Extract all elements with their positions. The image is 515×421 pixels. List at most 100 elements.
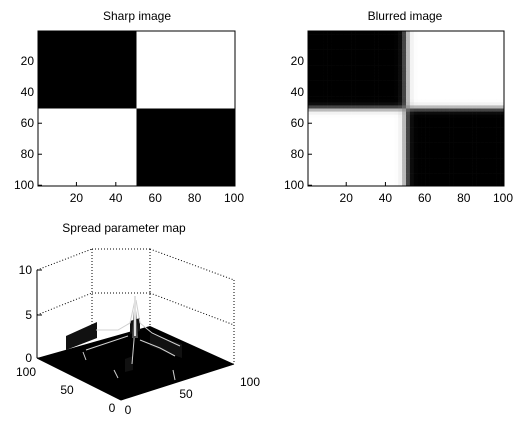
blurred-image-cell bbox=[355, 151, 360, 156]
blurred-image-cell bbox=[398, 142, 403, 146]
blurred-image-cell bbox=[374, 89, 379, 94]
blurred-image-cell bbox=[472, 173, 477, 177]
blurred-image-cell bbox=[472, 65, 477, 69]
blurred-image-cell bbox=[421, 151, 426, 156]
blurred-image-cell bbox=[460, 77, 466, 81]
blurred-image-cell bbox=[402, 62, 407, 66]
blurred-image-cell bbox=[480, 145, 485, 150]
blurred-image-cell bbox=[417, 31, 422, 35]
blurred-image-cell bbox=[323, 65, 328, 69]
blurred-image-cell bbox=[308, 40, 313, 44]
blurred-image-cell bbox=[378, 136, 383, 140]
blurred-image-cell bbox=[386, 34, 391, 38]
blurred-image-cell bbox=[315, 167, 321, 171]
blurred-image-cell bbox=[378, 114, 383, 119]
blurred-image-cell bbox=[409, 148, 415, 153]
blurred-image-cell bbox=[409, 130, 415, 134]
blurred-image-cell bbox=[421, 65, 426, 69]
blurred-image-cell bbox=[425, 77, 430, 81]
blurred-image-cell bbox=[402, 145, 407, 150]
blurred-image-cell bbox=[386, 127, 391, 131]
blurred-image-cell bbox=[358, 139, 364, 143]
blurred-image-cell bbox=[319, 179, 324, 184]
blurred-image-cell bbox=[358, 55, 364, 60]
blurred-image-cell bbox=[386, 164, 391, 168]
blurred-image-cell bbox=[429, 170, 434, 174]
blurred-image-cell bbox=[413, 65, 419, 69]
blurred-image-cell bbox=[433, 62, 438, 66]
blurred-image-cell bbox=[378, 164, 383, 168]
blurred-image-cell bbox=[308, 99, 313, 103]
blurred-image-cell bbox=[358, 93, 364, 97]
blurred-image-cell bbox=[398, 124, 403, 128]
blurred-image-cell bbox=[496, 102, 501, 106]
blurred-image-cell bbox=[402, 167, 407, 171]
blurred-image-cell bbox=[484, 55, 489, 60]
blurred-image-cell bbox=[347, 182, 352, 187]
blurred-image-cell bbox=[386, 96, 391, 100]
blurred-image-cell bbox=[456, 86, 462, 91]
blurred-image-cell bbox=[468, 173, 473, 177]
blurred-image-cell bbox=[382, 114, 387, 119]
blurred-image-cell bbox=[374, 142, 379, 146]
blurred-image-cell bbox=[417, 182, 422, 187]
blurred-image-cell bbox=[472, 182, 477, 187]
blurred-image-cell bbox=[406, 80, 411, 84]
blurred-image-cell bbox=[464, 55, 470, 60]
blurred-image-cell bbox=[374, 161, 379, 165]
blurred-image-cell bbox=[472, 151, 477, 156]
blurred-image-cell bbox=[417, 133, 422, 137]
blurred-image-cell bbox=[347, 105, 352, 109]
blurred-image-cell bbox=[468, 46, 473, 50]
blurred-image-cell bbox=[472, 43, 477, 47]
blurred-image-cell bbox=[339, 108, 344, 112]
blurred-image-cell bbox=[492, 40, 497, 44]
blurred-image-cell bbox=[327, 105, 332, 109]
blurred-image-cell bbox=[319, 55, 324, 60]
blurred-image-cell bbox=[488, 136, 493, 140]
blurred-image-cell bbox=[331, 155, 336, 159]
blurred-image-cell bbox=[362, 83, 368, 88]
blurred-image-cell bbox=[308, 151, 313, 156]
blurred-image-cell bbox=[308, 114, 313, 119]
blurred-image-cell bbox=[319, 167, 324, 171]
blurred-image-cell bbox=[476, 182, 481, 187]
blurred-image-cell bbox=[468, 182, 473, 187]
blurred-image-cell bbox=[464, 40, 470, 44]
blurred-image-cell bbox=[449, 40, 454, 44]
blurred-image-cell bbox=[370, 170, 375, 174]
blurred-image-cell bbox=[468, 161, 473, 165]
blurred-image-cell bbox=[433, 58, 438, 63]
blurred-image-cell bbox=[370, 114, 375, 119]
blurred-image-cell bbox=[445, 170, 450, 174]
blurred-image-cell bbox=[488, 58, 493, 63]
blurred-image-cell bbox=[347, 40, 352, 44]
blurred-image-cell bbox=[472, 136, 477, 140]
blurred-image-cell bbox=[319, 105, 324, 109]
blurred-image-cell bbox=[433, 52, 438, 57]
blurred-image-cell bbox=[398, 52, 403, 57]
blurred-image-cell bbox=[374, 31, 379, 35]
blurred-image-cell bbox=[394, 96, 399, 100]
blurred-image-cell bbox=[347, 173, 352, 177]
blurred-image-cell bbox=[441, 173, 446, 177]
blurred-image-cell bbox=[355, 120, 360, 125]
blurred-image-cell bbox=[398, 58, 403, 63]
blurred-image-cell bbox=[398, 136, 403, 140]
blurred-image-cell bbox=[390, 49, 395, 53]
blurred-image-cell bbox=[496, 80, 501, 84]
blurred-image-cell bbox=[453, 65, 458, 69]
blurred-image-cell bbox=[374, 105, 379, 109]
blurred-image-cell bbox=[417, 161, 422, 165]
blurred-image-cell bbox=[429, 62, 434, 66]
blurred-image-cell bbox=[394, 136, 399, 140]
blurred-image-cell bbox=[437, 49, 442, 53]
blurred-image-cell bbox=[456, 136, 462, 140]
blurred-image-cell bbox=[308, 74, 313, 78]
blurred-image-cell bbox=[406, 176, 411, 181]
blurred-image-cell bbox=[358, 151, 364, 156]
blurred-image-cell bbox=[449, 130, 454, 134]
blurred-image-cell bbox=[409, 173, 415, 177]
blurred-image-cell bbox=[421, 102, 426, 106]
